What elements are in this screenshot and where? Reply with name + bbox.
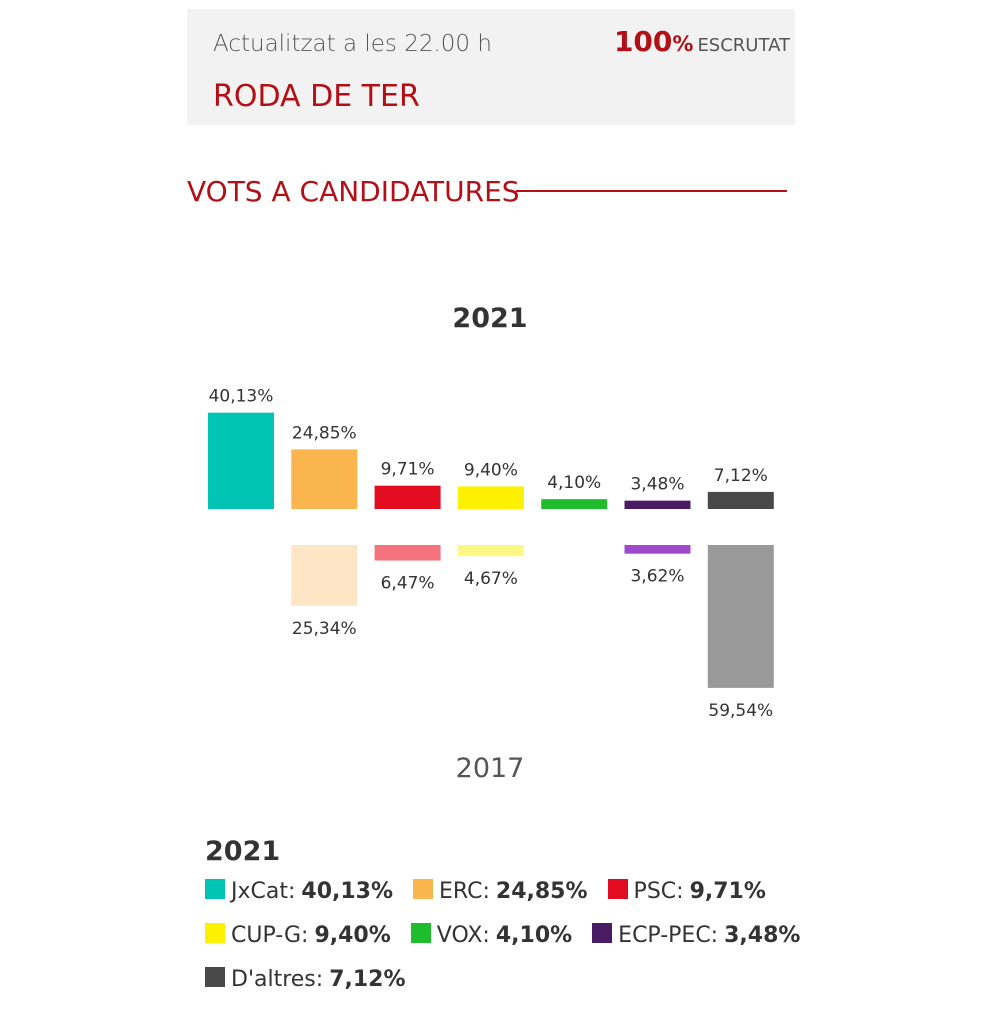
value-label-2017-erc: 25,34%	[292, 619, 357, 639]
legend-label: VOX:	[436, 923, 490, 948]
chart-title-2021: 2021	[452, 303, 527, 334]
value-label-2017-cup-g: 4,67%	[464, 569, 518, 589]
legend-swatch	[413, 879, 434, 899]
legend-value: 3,48%	[724, 923, 801, 948]
legend-item: VOX: 4,10%	[410, 923, 573, 949]
bar-2017-erc	[291, 545, 358, 606]
legend-swatch	[410, 923, 431, 943]
legend-swatch	[205, 967, 225, 987]
scrutiny-percent: 100	[613, 25, 673, 58]
bar-2021-ecp-pec	[624, 500, 691, 509]
legend-value: 9,40%	[314, 923, 391, 948]
bar-2021-d-altres	[707, 491, 774, 509]
bar-2021-vox	[541, 499, 608, 509]
legend-item: ECP-PEC: 3,48%	[592, 923, 800, 949]
value-label-2021-psc: 9,71%	[381, 460, 435, 480]
section-title: VOTS A CANDIDATURES	[187, 175, 520, 208]
bar-2017-ecp-pec	[624, 545, 691, 554]
legend-value: 7,12%	[329, 967, 406, 992]
results-header: Actualitzat a les 22.00 h 100% ESCRUTAT R…	[187, 9, 795, 125]
value-label-2021-erc: 24,85%	[292, 423, 357, 443]
bar-2017-d-altres	[707, 545, 774, 688]
scrutiny-status: 100% ESCRUTAT	[614, 25, 790, 58]
bar-2021-cup-g	[457, 486, 524, 509]
bar-2017-cup-g	[457, 545, 524, 557]
value-label-2017-ecp-pec: 3,62%	[630, 567, 684, 587]
legend-swatch	[592, 923, 613, 943]
legend-item: JxCat: 40,13%	[205, 879, 393, 905]
legend-label: JxCat:	[231, 879, 296, 904]
legend-value: 40,13%	[301, 879, 394, 904]
legend-swatch	[205, 923, 225, 943]
section-divider	[516, 190, 787, 192]
bar-2021-jxcat	[208, 412, 274, 509]
legend-value: 24,85%	[495, 879, 588, 904]
bar-2021-erc	[291, 449, 358, 509]
scrutiny-percent-unit: %	[672, 32, 694, 56]
bar-2021-psc	[374, 485, 441, 509]
legend-label: CUP-G:	[231, 923, 309, 948]
legend-year: 2021	[205, 836, 281, 867]
value-label-2021-vox: 4,10%	[547, 473, 601, 493]
legend-item: CUP-G: 9,40%	[205, 923, 391, 949]
value-label-2017-psc: 6,47%	[381, 574, 435, 594]
value-label-2021-jxcat: 40,13%	[209, 387, 274, 407]
legend-value: 4,10%	[495, 923, 573, 948]
value-label-2021-d-altres: 7,12%	[714, 466, 768, 486]
legend-swatch	[607, 879, 628, 899]
legend-item: PSC: 9,71%	[607, 879, 766, 905]
chart-title-2017: 2017	[456, 753, 525, 784]
value-label-2017-d-altres: 59,54%	[708, 701, 773, 721]
legend-item: ERC: 24,85%	[413, 879, 588, 905]
legend-label: ERC:	[439, 879, 490, 904]
legend-label: ECP-PEC:	[618, 923, 719, 948]
legend-item: D'altres: 7,12%	[205, 967, 406, 993]
chart-legend: 2021 JxCat: 40,13% ERC: 24,85% PSC: 9,71% CUP-…	[205, 836, 825, 993]
legend-label: PSC:	[633, 879, 684, 904]
legend-value: 9,71%	[689, 879, 766, 904]
municipality-name: RODA DE TER	[213, 79, 420, 114]
value-label-2021-cup-g: 9,40%	[464, 460, 518, 480]
updated-time: Actualitzat a les 22.00 h	[213, 31, 492, 57]
value-label-2021-ecp-pec: 3,48%	[630, 475, 684, 495]
scrutiny-label: ESCRUTAT	[697, 35, 790, 56]
legend-label: D'altres:	[231, 967, 324, 992]
legend-swatch	[205, 879, 225, 899]
legend-items: JxCat: 40,13% ERC: 24,85% PSC: 9,71% CUP-G: 9,4…	[205, 879, 825, 993]
bar-2017-psc	[374, 545, 441, 561]
votes-chart: 2021 2017 40,13% 24,85% 25,34% 9,71% 6,47% 9,40…	[208, 303, 774, 784]
